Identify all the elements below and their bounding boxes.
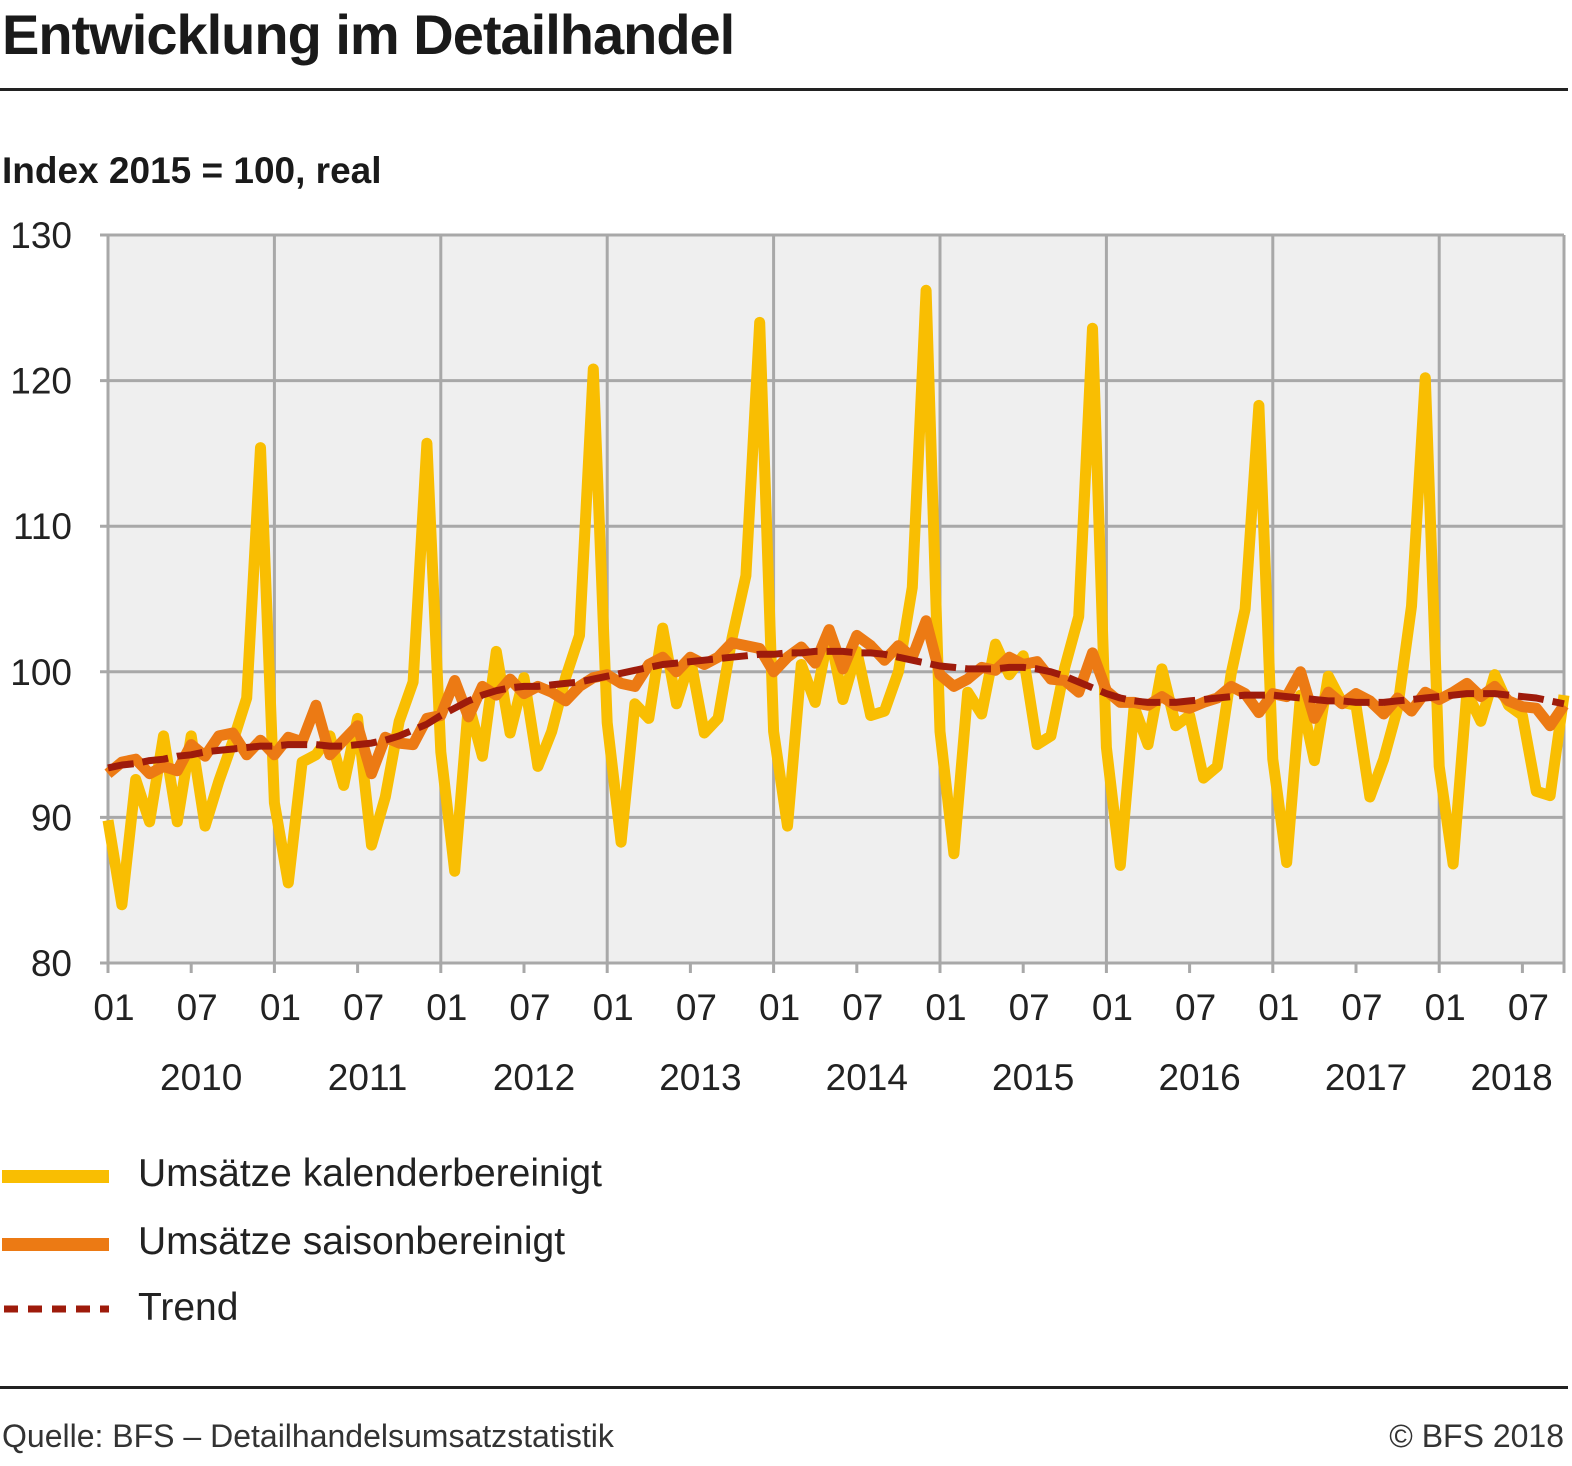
x-tick-label: 07: [1009, 987, 1050, 1028]
x-year-label: 2018: [1470, 1057, 1552, 1098]
title-divider: [0, 88, 1568, 91]
legend-label-trend: Trend: [138, 1286, 239, 1329]
legend-item-saisonbereinigt: Umsätze saisonbereinigt: [0, 1218, 900, 1278]
y-tick-label: 110: [13, 506, 72, 547]
legend-swatch-trend: [4, 1305, 109, 1313]
y-tick-label: 90: [31, 797, 72, 838]
x-year-label: 2014: [826, 1057, 908, 1098]
x-tick-label: 07: [842, 987, 883, 1028]
plot-background: [108, 235, 1564, 963]
line-chart: 80 90 100 110 120 130 01 07 01 07 01 07 01 07 01 07 01 07…: [10, 215, 1570, 1098]
x-tick-label: 07: [676, 987, 717, 1028]
y-tick-label: 80: [31, 943, 72, 984]
x-tick-label: 01: [1425, 987, 1466, 1028]
legend-swatch-kalenderbereinigt: [2, 1170, 109, 1183]
x-tick-label: 01: [593, 987, 634, 1028]
series-line-trend: [107, 647, 1565, 772]
legend-label-saisonbereinigt: Umsätze saisonbereinigt: [138, 1220, 566, 1263]
y-tick-label: 100: [10, 652, 72, 693]
x-tick-label: 07: [1341, 987, 1382, 1028]
x-tick-label: 01: [426, 987, 467, 1028]
chart-subtitle: Index 2015 = 100, real: [2, 150, 382, 191]
x-tick-label: 07: [1175, 987, 1216, 1028]
x-tick-label: 07: [1508, 987, 1549, 1028]
x-tick-label: 07: [177, 987, 218, 1028]
x-tick-label: 01: [1092, 987, 1133, 1028]
legend-item-kalenderbereinigt: Umsätze kalenderbereinigt: [0, 1150, 900, 1210]
x-tick-label: 07: [343, 987, 384, 1028]
x-tick-label: 01: [759, 987, 800, 1028]
y-tick-label: 130: [10, 215, 72, 256]
x-tick-label: 01: [925, 987, 966, 1028]
x-tick-label: 01: [93, 987, 134, 1028]
x-year-label: 2016: [1158, 1057, 1240, 1098]
legend-item-trend: Trend: [0, 1284, 900, 1344]
x-tick-label: 07: [509, 987, 550, 1028]
x-year-label: 2012: [493, 1057, 575, 1098]
source-note: Quelle: BFS – Detailhandelsumsatzstatist…: [2, 1418, 614, 1454]
legend-label-kalenderbereinigt: Umsätze kalenderbereinigt: [138, 1152, 602, 1195]
x-year-label: 2015: [992, 1057, 1074, 1098]
x-year-label: 2011: [328, 1057, 408, 1098]
chart-title: Entwicklung im Detailhandel: [2, 3, 735, 66]
copyright-note: © BFS 2018: [1389, 1418, 1564, 1454]
legend-swatch-saisonbereinigt: [2, 1238, 109, 1251]
x-year-label: 2017: [1325, 1057, 1407, 1098]
x-tick-label: 01: [260, 987, 301, 1028]
x-year-label: 2013: [659, 1057, 741, 1098]
footer-divider: [0, 1386, 1568, 1389]
x-tick-label: 01: [1258, 987, 1299, 1028]
y-tick-label: 120: [10, 361, 72, 402]
x-year-label: 2010: [160, 1057, 242, 1098]
